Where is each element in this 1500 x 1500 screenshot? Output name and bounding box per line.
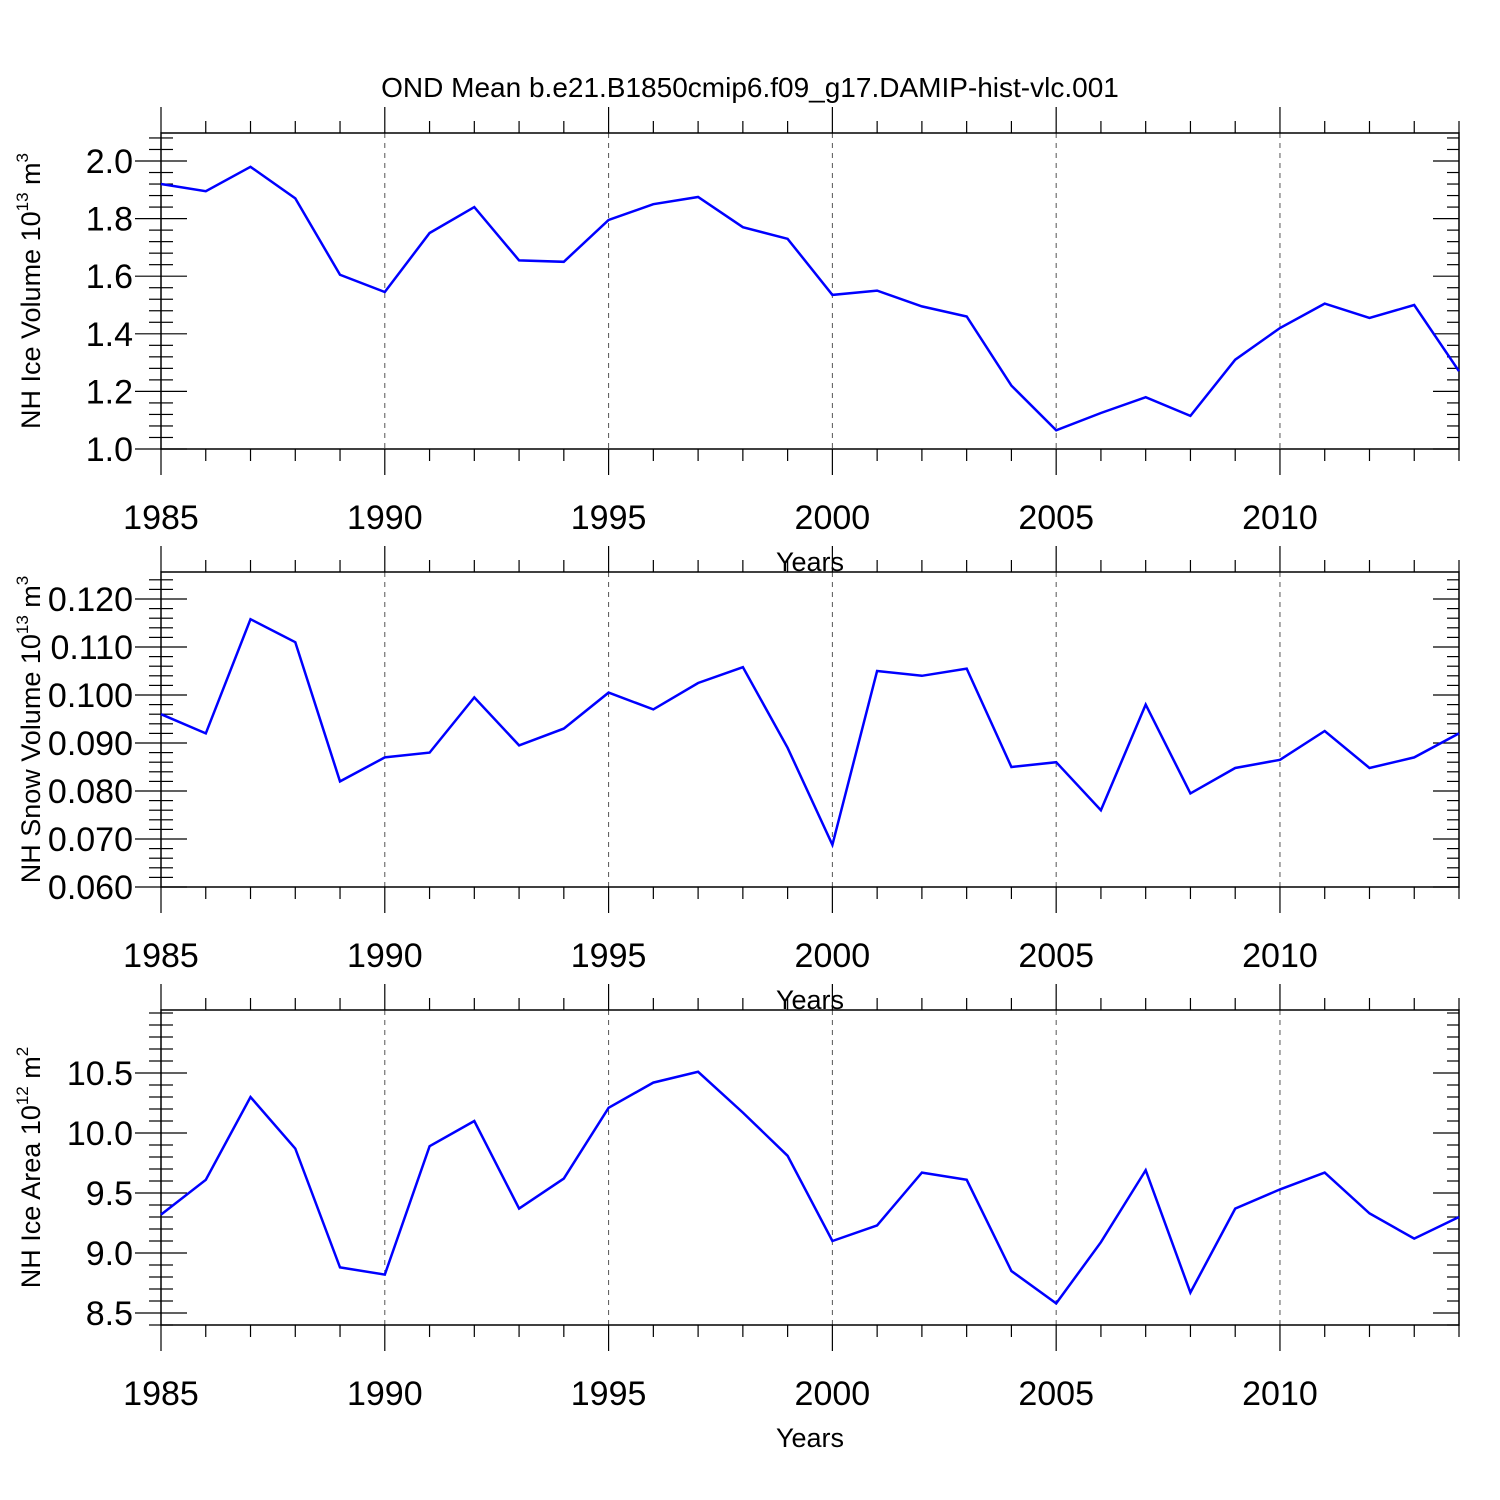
x-tick-label: 1995	[571, 499, 647, 537]
y-tick-label: 0.110	[50, 629, 133, 667]
y-tick-label: 9.0	[86, 1235, 133, 1273]
x-tick-label: 1990	[347, 499, 423, 537]
x-tick-label: 1985	[123, 937, 199, 975]
y-axis-title-exponent: 13	[13, 615, 32, 634]
plot-frame	[160, 571, 1460, 888]
y-axis-title-text: NH Ice Volume 10	[16, 211, 46, 429]
series-line	[160, 165, 1461, 432]
y-tick-label: 10.5	[67, 1055, 133, 1093]
y-tick-label: 10.0	[67, 1115, 133, 1153]
x-tick-label: 2000	[795, 937, 871, 975]
y-tick-label: 1.0	[86, 431, 133, 469]
x-tick-label: 2005	[1018, 499, 1094, 537]
y-tick-label: 8.5	[86, 1295, 133, 1333]
y-axis-title-unit-exponent: 2	[13, 1047, 32, 1056]
x-tick-label: 1995	[571, 1375, 647, 1413]
y-tick-label: 2.0	[86, 143, 133, 181]
x-tick-label: 2005	[1018, 937, 1094, 975]
y-axis-title-unit: m	[16, 162, 46, 192]
y-axis-title-exponent: 13	[13, 192, 32, 211]
x-axis-title: Years	[776, 1423, 844, 1453]
y-tick-label: 1.2	[86, 373, 133, 411]
x-tick-label: 1985	[123, 1375, 199, 1413]
y-tick-label: 0.070	[48, 821, 133, 859]
plot-frame	[160, 1009, 1460, 1326]
x-tick-label: 2010	[1242, 937, 1318, 975]
x-tick-label: 1985	[123, 499, 199, 537]
y-tick-label: 0.080	[48, 773, 133, 811]
series-line	[160, 617, 1460, 849]
y-tick-label: 0.120	[48, 581, 133, 619]
panel-3: 8.5 9.0 9.5 10.0 10.5 1985 1990 1995 2000 2005 201…	[13, 984, 1460, 1453]
x-tick-label: 2010	[1242, 1375, 1318, 1413]
y-tick-label: 0.090	[48, 725, 133, 763]
y-axis-title-text: NH Snow Volume 10	[16, 634, 46, 883]
y-tick-label: 1.6	[86, 258, 133, 296]
y-axis-title-unit-exponent: 3	[13, 576, 32, 585]
y-axis-title: NH Ice Area 1012 m2	[13, 1047, 46, 1288]
y-axis-title-text: NH Ice Area 10	[16, 1105, 46, 1288]
series-line	[160, 1070, 1460, 1306]
y-axis-title: NH Snow Volume 1013 m3	[13, 576, 46, 884]
y-tick-label: 1.4	[86, 316, 133, 354]
y-tick-label: 0.060	[48, 869, 133, 907]
x-tick-label: 2005	[1018, 1375, 1094, 1413]
x-tick-label: 1995	[571, 937, 647, 975]
panel-2: 0.060 0.070 0.080 0.090 0.100 0.110 0.120 1985 1…	[13, 546, 1460, 1015]
y-axis-title-unit: m	[16, 1056, 46, 1086]
plot-frame	[160, 132, 1460, 450]
y-axis-title-unit-exponent: 3	[13, 153, 32, 162]
x-tick-label: 2010	[1242, 499, 1318, 537]
x-tick-label: 1990	[347, 937, 423, 975]
y-tick-label: 0.100	[48, 677, 133, 715]
panel-1: 1.0 1.2 1.4 1.6 1.8 2.0 1985 1990 1995 2000 2005 20…	[13, 107, 1461, 577]
y-axis-title: NH Ice Volume 1013 m3	[13, 153, 46, 429]
y-tick-label: 9.5	[86, 1175, 133, 1213]
y-axis-title-exponent: 12	[13, 1086, 32, 1105]
chart-title: OND Mean b.e21.B1850cmip6.f09_g17.DAMIP-…	[381, 72, 1119, 103]
x-tick-label: 2000	[795, 499, 871, 537]
y-tick-label: 1.8	[86, 201, 133, 239]
y-axis-title-unit: m	[16, 585, 46, 615]
x-tick-label: 1990	[347, 1375, 423, 1413]
x-tick-label: 2000	[795, 1375, 871, 1413]
